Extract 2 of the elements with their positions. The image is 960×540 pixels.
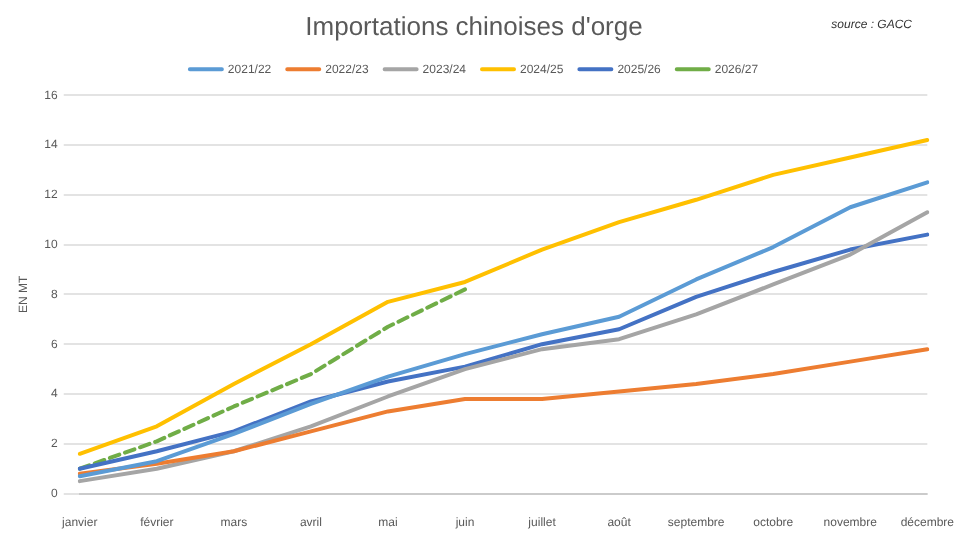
line-series [77,287,468,471]
chart-title: Importations chinoises d'orge [305,10,643,41]
